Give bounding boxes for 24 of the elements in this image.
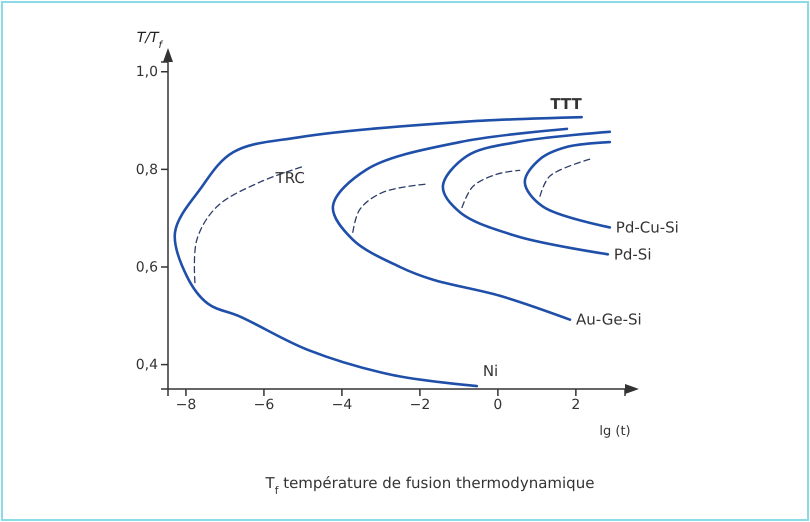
annotation: TRC bbox=[274, 168, 305, 187]
x-tick-label: 2 bbox=[571, 396, 580, 413]
x-tick-label: −8 bbox=[176, 396, 196, 413]
y-tick-label: 0,8 bbox=[136, 162, 158, 178]
x-tick-label: 0 bbox=[493, 396, 502, 413]
x-axis-title: lg (t) bbox=[599, 424, 631, 439]
y-tick-label: 0,6 bbox=[136, 259, 158, 276]
line-series bbox=[352, 183, 428, 233]
line-series bbox=[523, 140, 612, 229]
line-series bbox=[461, 170, 520, 208]
text: T$_{f}$ température de fusion thermodynamique bbox=[264, 474, 594, 497]
x-tick-label: −4 bbox=[332, 396, 352, 413]
series-label: Pd-Cu-Si bbox=[616, 218, 679, 236]
series-label: Ni bbox=[482, 362, 498, 380]
x-tick-label: −2 bbox=[410, 396, 430, 413]
y-tick-label: 0,4 bbox=[136, 357, 158, 374]
y-tick-label: 1,0 bbox=[136, 64, 158, 80]
series-label: Au-Ge-Si bbox=[576, 310, 642, 329]
line-series bbox=[332, 128, 572, 321]
y-axis-title: T/T$_{f}$ bbox=[136, 30, 164, 50]
series-label: Pd-Si bbox=[614, 245, 652, 264]
annotation: TTT bbox=[550, 95, 582, 114]
line-series bbox=[442, 130, 612, 256]
x-tick-label: −6 bbox=[254, 396, 274, 413]
